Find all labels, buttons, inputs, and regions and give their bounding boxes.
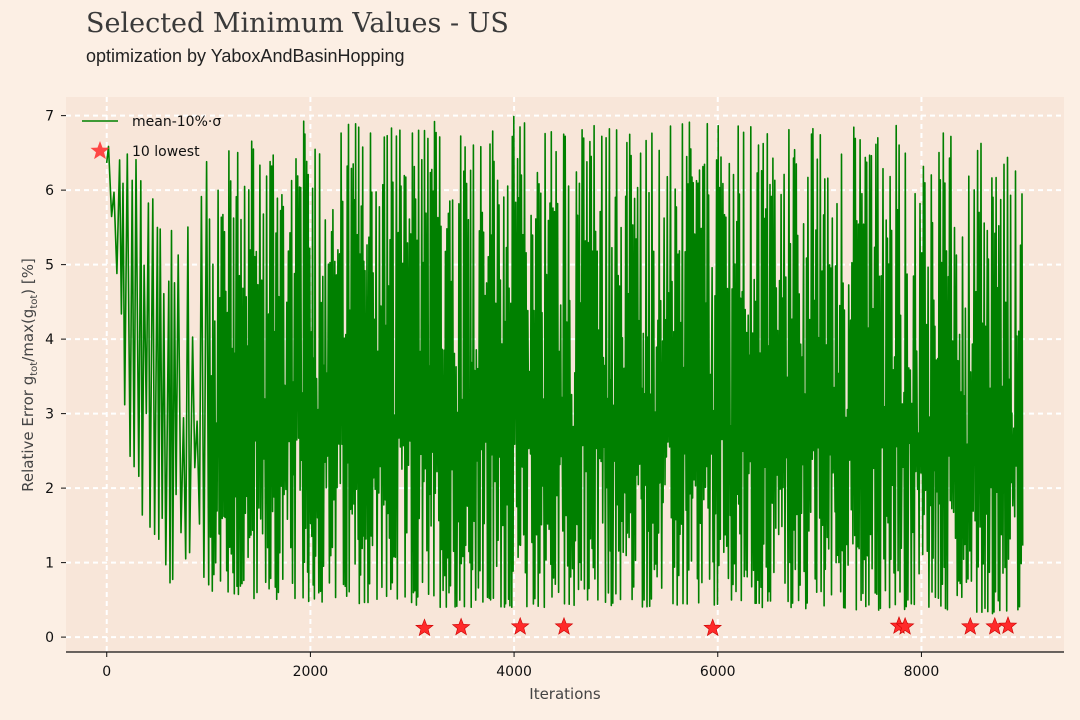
- legend-line-label: mean-10%·σ: [132, 114, 221, 130]
- y-tick-label: 3: [45, 407, 54, 423]
- lowest-star-marker: [998, 616, 1018, 634]
- x-axis-label: Iterations: [529, 685, 601, 703]
- y-tick-label: 2: [45, 481, 54, 497]
- y-tick-label: 7: [45, 109, 54, 125]
- lowest-star-marker: [451, 617, 471, 636]
- x-tick-label: 6000: [700, 664, 736, 680]
- y-axis-label: Relative Error gtot/max(gtot) [%]: [19, 258, 40, 492]
- lowest-star-marker: [415, 618, 434, 637]
- legend: mean-10%·σ 10 lowest: [82, 114, 221, 160]
- lowest-star-marker: [895, 616, 915, 635]
- y-tick-label: 6: [45, 183, 54, 199]
- x-tick-label: 2000: [293, 664, 329, 680]
- legend-star-label: 10 lowest: [132, 144, 200, 160]
- x-tick-label: 4000: [496, 664, 532, 680]
- series-line-mean: [105, 115, 1024, 615]
- chart-subtitle: optimization by YaboxAndBasinHopping: [86, 46, 405, 66]
- chart-title: Selected Minimum Values - US: [86, 8, 509, 39]
- legend-star-swatch: [90, 141, 110, 160]
- y-tick-label: 0: [45, 630, 54, 646]
- series-line-path: [105, 115, 1024, 615]
- y-tick-label: 5: [45, 258, 54, 274]
- lowest-star-marker: [960, 616, 980, 635]
- lowest-markers: [415, 616, 1018, 637]
- y-ticks: 0 1 2 3 4 5 6 7: [45, 109, 66, 646]
- x-tick-label: 0: [102, 664, 111, 680]
- x-tick-label: 8000: [904, 664, 940, 680]
- y-tick-label: 1: [45, 556, 54, 572]
- lowest-star-marker: [703, 618, 723, 637]
- y-tick-label: 4: [45, 332, 54, 348]
- lowest-star-marker: [554, 616, 574, 635]
- x-ticks: 0 2000 4000 6000 8000: [102, 652, 939, 680]
- lowest-star-marker: [510, 616, 530, 635]
